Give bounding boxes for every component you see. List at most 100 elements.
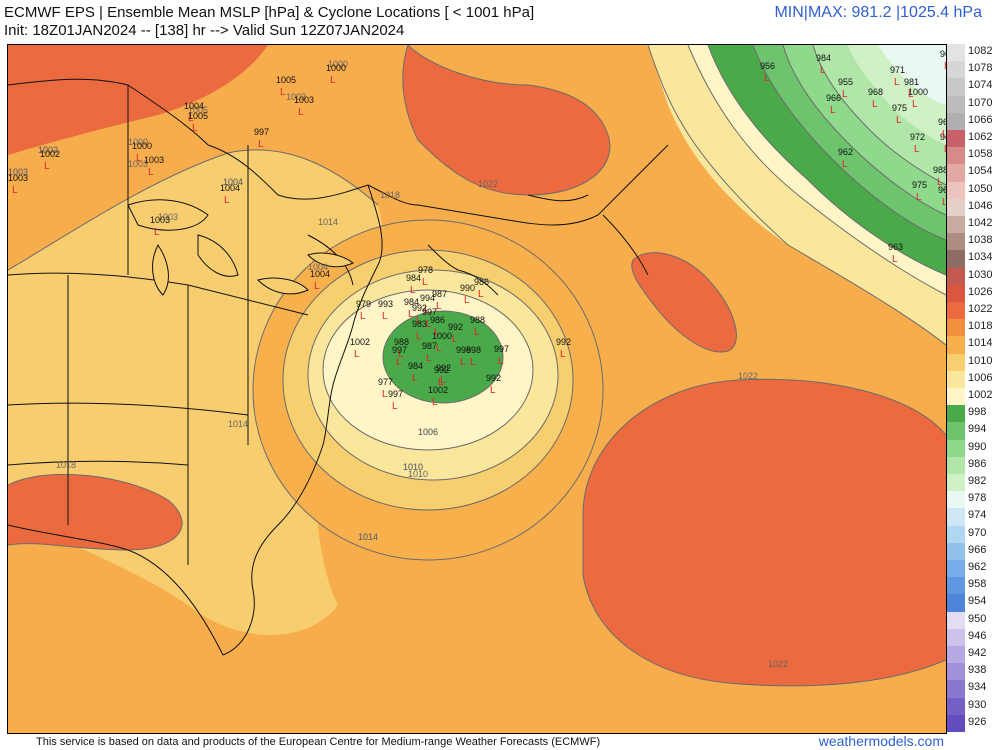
low-symbol: L xyxy=(392,401,398,412)
cyclone-pressure-label: 975 xyxy=(912,180,927,190)
fill-1022-north xyxy=(402,45,610,195)
colorbar-swatch xyxy=(947,525,965,543)
low-symbol: L xyxy=(438,377,444,388)
low-symbol: L xyxy=(188,113,194,124)
colorbar-entry: 974 xyxy=(947,508,1000,526)
low-symbol: L xyxy=(820,65,826,76)
low-symbol: L xyxy=(436,343,442,354)
low-symbol: L xyxy=(382,389,388,400)
colorbar-entry: 990 xyxy=(947,439,1000,457)
colorbar-label: 1066 xyxy=(968,113,993,126)
cyclone-marker: 967 L xyxy=(938,117,946,140)
low-symbol: L xyxy=(830,105,836,116)
cyclone-pressure-label: 1005 xyxy=(188,111,208,121)
low-symbol: L xyxy=(464,295,470,306)
low-symbol: L xyxy=(424,305,430,316)
colorbar-swatch xyxy=(947,422,965,440)
colorbar-swatch xyxy=(947,353,965,371)
cyclone-marker: 994 L xyxy=(420,293,435,316)
mslp-map: 1002 1003 1004 1005 1000 1003 1002 1000 1003 1004… xyxy=(7,44,947,734)
cyclone-pressure-label: 992 xyxy=(448,322,463,332)
contour-label: 1002 xyxy=(38,145,58,155)
colorbar-swatch xyxy=(947,594,965,612)
colorbar-entry: 978 xyxy=(947,491,1000,509)
colorbar-swatch xyxy=(947,250,965,268)
colorbar-entry: 1010 xyxy=(947,353,1000,371)
colorbar-label: 978 xyxy=(968,492,987,505)
colorbar-entry: 1014 xyxy=(947,336,1000,354)
low-symbol: L xyxy=(460,357,466,368)
low-symbol: L xyxy=(426,353,432,364)
cyclone-pressure-label: 997 xyxy=(388,389,403,399)
cyclone-marker: 1002 L xyxy=(40,149,60,172)
low-symbol: L xyxy=(12,185,18,196)
cyclone-marker: 956 L xyxy=(760,61,775,84)
low-symbol: L xyxy=(490,385,496,396)
low-symbol: L xyxy=(470,357,476,368)
colorbar-label: 934 xyxy=(968,681,987,694)
low-symbol: L xyxy=(416,331,422,342)
cyclone-marker: 997 L xyxy=(388,389,403,412)
map-title: ECMWF EPS | Ensemble Mean MSLP [hPa] & C… xyxy=(4,4,535,21)
cyclone-marker: 983 L xyxy=(412,319,427,342)
colorbar-entry: 1074 xyxy=(947,78,1000,96)
low-symbol: L xyxy=(436,301,442,312)
colorbar-entry: 1030 xyxy=(947,267,1000,285)
cyclone-marker: 998 L xyxy=(456,345,471,368)
contour-label: 1018 xyxy=(56,460,76,470)
cyclone-marker: 988 L xyxy=(933,165,946,188)
contour-label: 1010 xyxy=(403,462,423,472)
cyclone-pressure-label: 990 xyxy=(460,283,475,293)
contour-label: 1004 xyxy=(223,177,243,187)
colorbar-swatch xyxy=(947,44,965,62)
cyclone-pressure-label: 981 xyxy=(904,77,919,87)
colorbar-swatch xyxy=(947,216,965,234)
colorbar-entry: 1034 xyxy=(947,250,1000,268)
low-symbol: L xyxy=(136,153,142,164)
cyclone-pressure-label: 965 xyxy=(938,185,946,195)
contour-label: 1006 xyxy=(418,427,438,437)
contour-label: 1003 xyxy=(158,212,178,222)
cyclone-pressure-label: 986 xyxy=(430,315,445,325)
cyclone-pressure-label: 979 xyxy=(356,299,371,309)
colorbar-entry: 1054 xyxy=(947,164,1000,182)
colorbar-entry: 1022 xyxy=(947,302,1000,320)
cyclone-pressure-label: 1002 xyxy=(350,337,370,347)
cyclone-pressure-label: 997 xyxy=(494,344,509,354)
low-symbol: L xyxy=(330,75,336,86)
colorbar-label: 1050 xyxy=(968,182,993,195)
cyclone-marker: 962 L xyxy=(838,147,853,170)
colorbar-entry: 998 xyxy=(947,405,1000,423)
fill-1022-oval xyxy=(631,252,737,352)
cyclone-pressure-label: 992 xyxy=(434,365,449,375)
colorbar-swatch xyxy=(947,112,965,130)
contour-label: 1005 xyxy=(188,105,208,115)
low-symbol: L xyxy=(942,129,946,140)
colorbar-swatch xyxy=(947,456,965,474)
colorbar-label: 1058 xyxy=(968,148,993,161)
colorbar-entry: 1018 xyxy=(947,319,1000,337)
cyclone-marker: 1004 L xyxy=(310,269,330,292)
colorbar-entry: 946 xyxy=(947,628,1000,646)
cyclone-marker: 986 L xyxy=(430,315,445,338)
cyclone-pressure-label: 1002 xyxy=(40,149,60,159)
colorbar-label: 938 xyxy=(968,664,987,677)
cyclone-marker: 966 L xyxy=(826,93,841,116)
cyclone-marker: 1003 L xyxy=(144,155,164,178)
colorbar-label: 1082 xyxy=(968,45,993,57)
brand-link[interactable]: weathermodels.com xyxy=(818,733,944,749)
colorbar-label: 926 xyxy=(968,715,987,728)
ecmwf-notice: This service is based on data and produc… xyxy=(36,736,601,748)
great-lakes xyxy=(127,199,354,296)
colorbar-entry: 1002 xyxy=(947,388,1000,406)
cyclone-pressure-label: 988 xyxy=(394,337,409,347)
colorbar-label: 942 xyxy=(968,647,987,659)
cyclone-marker: 1004 L xyxy=(184,101,204,124)
cyclone-marker: 1003 L xyxy=(8,173,28,196)
colorbar-entry: 1038 xyxy=(947,233,1000,251)
cyclone-pressure-label: 968 xyxy=(868,87,883,97)
low-symbol: L xyxy=(396,357,402,368)
colorbar-label: 986 xyxy=(968,457,987,470)
colorbar-entry: 930 xyxy=(947,697,1000,715)
